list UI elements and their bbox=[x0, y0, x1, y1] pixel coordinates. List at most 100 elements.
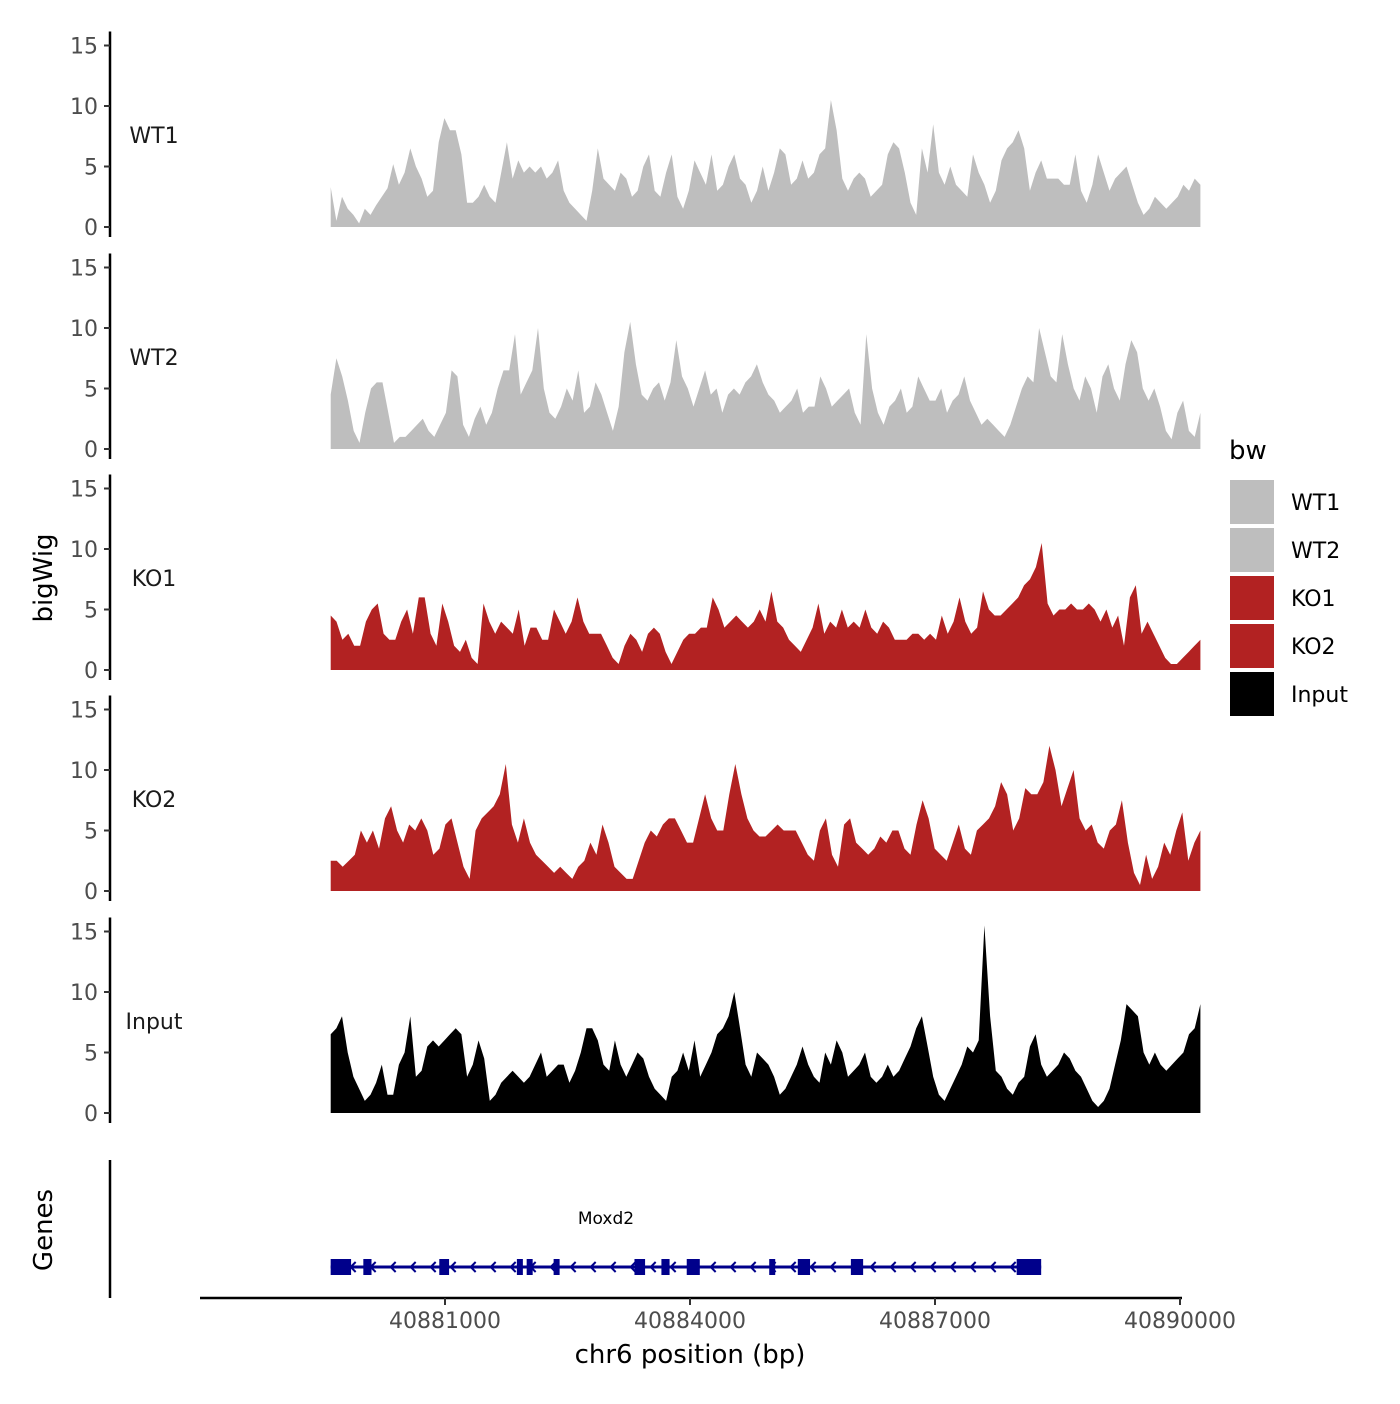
track-label: WT1 bbox=[129, 124, 178, 149]
legend: bw WT1 WT2 KO1 KO2 Input bbox=[1229, 436, 1348, 716]
y-tick-label: 0 bbox=[84, 1102, 98, 1127]
strand-arrow bbox=[909, 1261, 917, 1273]
exon bbox=[634, 1259, 646, 1275]
y-axis-title: bigWig bbox=[29, 533, 59, 622]
y-tick-label: 5 bbox=[84, 820, 98, 845]
y-tick-label: 0 bbox=[84, 659, 98, 684]
legend-label: KO1 bbox=[1291, 587, 1336, 612]
legend-label: WT1 bbox=[1291, 491, 1340, 516]
signal-area bbox=[330, 321, 1201, 449]
y-tick-label: 10 bbox=[70, 538, 98, 563]
legend-entry-wt1: WT1 bbox=[1230, 480, 1340, 524]
strand-arrow bbox=[809, 1261, 817, 1273]
x-tick-label: 40890000 bbox=[1124, 1309, 1236, 1334]
strand-arrow bbox=[829, 1261, 837, 1273]
track-wt1: 0 5 10 15 WT1 bbox=[70, 31, 1201, 241]
y-tick-label: 10 bbox=[70, 317, 98, 342]
y-tick-label: 5 bbox=[84, 1042, 98, 1067]
exon bbox=[363, 1259, 372, 1275]
legend-entry-wt2: WT2 bbox=[1230, 528, 1340, 572]
strand-arrow bbox=[509, 1261, 517, 1273]
exon bbox=[439, 1259, 450, 1275]
strand-arrow bbox=[929, 1261, 937, 1273]
strand-arrow bbox=[729, 1261, 737, 1273]
y-tick-label: 10 bbox=[70, 759, 98, 784]
y-tick-label: 5 bbox=[84, 599, 98, 624]
exon bbox=[553, 1259, 560, 1275]
legend-swatch bbox=[1230, 624, 1274, 668]
strand-arrow bbox=[409, 1261, 417, 1273]
y-tick-label: 0 bbox=[84, 438, 98, 463]
legend-entry-ko1: KO1 bbox=[1230, 576, 1336, 620]
legend-label: KO2 bbox=[1291, 635, 1336, 660]
exon bbox=[516, 1259, 523, 1275]
y-tick-label: 10 bbox=[70, 95, 98, 120]
x-tick-label: 40884000 bbox=[634, 1309, 746, 1334]
track-ko1: 0 5 10 15 KO1 bbox=[70, 474, 1201, 684]
track-input: 0 5 10 15 Input bbox=[70, 917, 1201, 1127]
signal-area bbox=[330, 543, 1201, 670]
signal-area bbox=[330, 925, 1201, 1113]
legend-swatch bbox=[1230, 672, 1274, 716]
track-label: KO2 bbox=[132, 788, 177, 813]
y-tick-label: 10 bbox=[70, 981, 98, 1006]
y-tick-label: 15 bbox=[70, 699, 98, 724]
exon bbox=[686, 1259, 700, 1275]
legend-swatch bbox=[1230, 480, 1274, 524]
y-tick-label: 5 bbox=[84, 378, 98, 403]
track-label: WT2 bbox=[129, 346, 178, 371]
y-tick-label: 0 bbox=[84, 880, 98, 905]
x-axis-title: chr6 position (bp) bbox=[575, 1340, 806, 1370]
strand-arrow bbox=[869, 1261, 877, 1273]
exon bbox=[1016, 1259, 1042, 1275]
strand-arrow bbox=[969, 1261, 977, 1273]
track-label: Input bbox=[126, 1010, 183, 1035]
strand-arrow bbox=[449, 1261, 457, 1273]
gene-track-panel: Moxd2 bbox=[108, 1160, 1042, 1298]
strand-arrow bbox=[949, 1261, 957, 1273]
exon bbox=[330, 1259, 352, 1275]
legend-label: WT2 bbox=[1291, 539, 1340, 564]
strand-arrow bbox=[709, 1261, 717, 1273]
y-tick-label: 15 bbox=[70, 921, 98, 946]
legend-title: bw bbox=[1229, 436, 1267, 466]
legend-label: Input bbox=[1291, 683, 1348, 708]
x-tick-label: 40887000 bbox=[879, 1309, 991, 1334]
genes-axis-title: Genes bbox=[29, 1189, 59, 1271]
strand-arrow bbox=[429, 1261, 437, 1273]
strand-arrow bbox=[1009, 1261, 1017, 1273]
strand-arrow bbox=[649, 1261, 657, 1273]
strand-arrow bbox=[569, 1261, 577, 1273]
strand-arrow bbox=[469, 1261, 477, 1273]
y-tick-label: 0 bbox=[84, 216, 98, 241]
strand-arrow bbox=[589, 1261, 597, 1273]
strand-arrow bbox=[629, 1261, 637, 1273]
x-axis: 40881000 40884000 40887000 40890000 bbox=[200, 1296, 1236, 1334]
signal-area bbox=[330, 745, 1201, 891]
track-panels: 0 5 10 15 WT1 0 5 10 15 WT2 0 5 10 15 KO1 0 5 10 15 KO2 0 5 10… bbox=[70, 31, 1201, 1127]
exon bbox=[526, 1259, 533, 1275]
legend-entry-input: Input bbox=[1230, 672, 1348, 716]
strand-arrow bbox=[669, 1261, 677, 1273]
strand-arrow bbox=[789, 1261, 797, 1273]
gene-name-label: Moxd2 bbox=[578, 1209, 634, 1229]
exon bbox=[661, 1259, 670, 1275]
strand-arrow bbox=[749, 1261, 757, 1273]
exon bbox=[797, 1259, 811, 1275]
signal-area bbox=[330, 100, 1201, 227]
strand-arrow bbox=[989, 1261, 997, 1273]
legend-entry-ko2: KO2 bbox=[1230, 624, 1336, 668]
track-label: KO1 bbox=[132, 567, 177, 592]
strand-arrow bbox=[389, 1261, 397, 1273]
x-tick-label: 40881000 bbox=[389, 1309, 501, 1334]
track-ko2: 0 5 10 15 KO2 bbox=[70, 695, 1201, 905]
exon bbox=[769, 1259, 776, 1275]
legend-entries: WT1 WT2 KO1 KO2 Input bbox=[1230, 480, 1348, 716]
y-tick-label: 15 bbox=[70, 35, 98, 60]
y-tick-label: 5 bbox=[84, 156, 98, 181]
legend-swatch bbox=[1230, 528, 1274, 572]
y-tick-label: 15 bbox=[70, 478, 98, 503]
exon bbox=[850, 1259, 864, 1275]
